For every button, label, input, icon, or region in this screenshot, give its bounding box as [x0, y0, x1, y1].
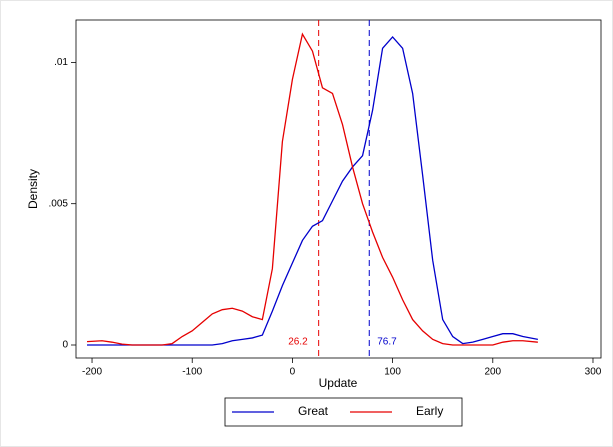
y-axis-title: Density [26, 169, 40, 209]
legend-label: Early [416, 404, 443, 418]
x-tick-label: 100 [384, 367, 401, 378]
y-tick-label: .01 [54, 57, 68, 68]
x-tick-label: 300 [585, 367, 602, 378]
y-tick-label: 0 [62, 340, 68, 351]
y-tick-label: .005 [49, 198, 69, 209]
x-tick-label: 200 [484, 367, 501, 378]
data-line [86, 32, 538, 346]
x-axis-title: Update [319, 376, 358, 390]
legend-label: Great [298, 404, 329, 418]
reference-label: 26.2 [288, 337, 308, 348]
x-tick-label: -200 [82, 367, 102, 378]
x-tick-label: -100 [182, 367, 202, 378]
reference-label: 76.7 [377, 337, 397, 348]
x-tick-label: 0 [290, 367, 296, 378]
